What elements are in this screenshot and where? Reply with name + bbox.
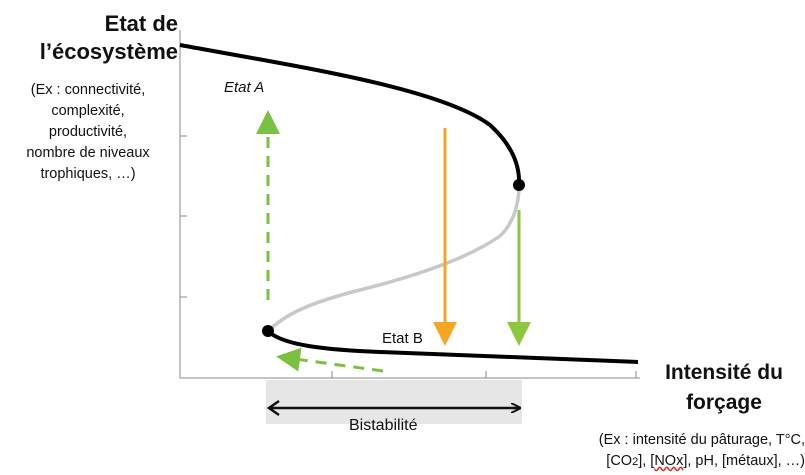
- upper-stable-branch: [179, 43, 522, 186]
- dashed-recovery-arrow-left: [276, 347, 384, 373]
- axes: [179, 30, 640, 379]
- y-note-line: nombre de niveaux: [26, 145, 150, 161]
- x-note-part: ], pH, [métaux], …): [683, 453, 805, 469]
- bistability-band: [266, 380, 522, 424]
- y-axis-title: Etat de l’écosystème: [0, 10, 178, 66]
- x-note-line1: (Ex : intensité du pâturage, T°C,: [598, 432, 805, 448]
- x-note-line2: [CO2], [NOx], pH, [métaux], …): [536, 451, 805, 473]
- lower-stable-branch: [266, 329, 639, 364]
- x-note-subscript: 2: [632, 456, 639, 468]
- y-note-line: productivité,: [48, 124, 128, 140]
- bistability-label: Bistabilité: [349, 417, 418, 434]
- x-axis-title: Intensité du forçage: [648, 358, 800, 418]
- x-note-part: [CO: [606, 453, 633, 469]
- y-axis-title-line2: l’écosystème: [39, 39, 178, 64]
- y-axis-examples: (Ex : connectivité, complexité, producti…: [0, 80, 176, 185]
- y-note-line: (Ex : connectivité,: [30, 82, 146, 98]
- x-note-part: ], [: [638, 453, 655, 469]
- upper-tipping-point: [513, 179, 525, 191]
- state-b-label: Etat B: [382, 330, 423, 347]
- x-axis-examples: (Ex : intensité du pâturage, T°C, [CO2],…: [536, 430, 805, 473]
- x-note-nox: NOx: [654, 453, 684, 469]
- state-a-label: Etat A: [224, 79, 265, 96]
- unstable-branch: [266, 184, 521, 333]
- x-axis-title-line2: forçage: [686, 391, 762, 414]
- y-note-line: trophiques, …): [40, 166, 136, 182]
- y-note-line: complexité,: [51, 103, 125, 119]
- x-axis-title-line1: Intensité du: [665, 361, 783, 384]
- y-axis-title-line1: Etat de: [104, 11, 178, 36]
- lower-tipping-point: [262, 325, 274, 337]
- bistability-arrow-left-head: [266, 399, 280, 417]
